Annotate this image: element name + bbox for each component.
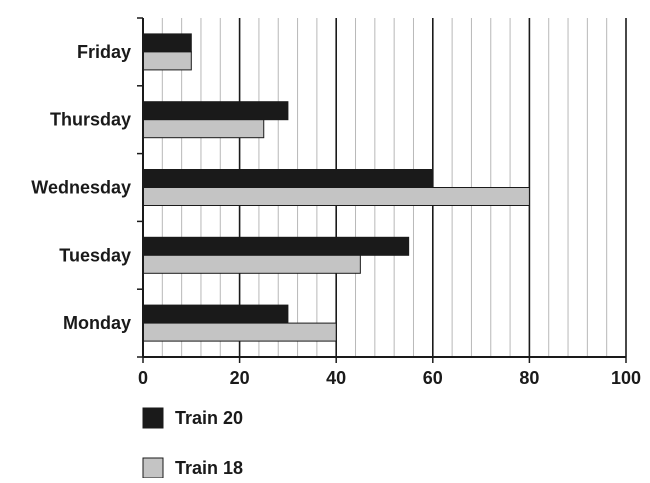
bar-train-18-tuesday bbox=[142, 254, 361, 274]
labels: Friday Thursday Wednesday Tuesday Monday 0 20 4… bbox=[31, 42, 641, 388]
bar-train-20-thursday bbox=[142, 101, 289, 121]
bar-train-20-friday bbox=[142, 33, 192, 53]
category-label-tuesday: Tuesday bbox=[59, 245, 131, 265]
category-label-wednesday: Wednesday bbox=[31, 178, 131, 198]
bar-train-18-monday bbox=[142, 322, 337, 342]
legend-swatch-train-20 bbox=[142, 407, 164, 429]
bar-train-18-wednesday bbox=[142, 187, 530, 206]
x-tick-label-40: 40 bbox=[326, 368, 346, 388]
category-label-friday: Friday bbox=[77, 42, 131, 62]
category-label-thursday: Thursday bbox=[50, 110, 131, 130]
x-tick-label-100: 100 bbox=[611, 368, 641, 388]
bar-train-18-friday bbox=[142, 51, 192, 71]
legend: Train 20 Train 18 bbox=[142, 407, 243, 479]
x-tick-label-80: 80 bbox=[519, 368, 539, 388]
x-tick-label-20: 20 bbox=[230, 368, 250, 388]
legend-swatch-train-18 bbox=[142, 457, 164, 479]
x-tick-label-0: 0 bbox=[138, 368, 148, 388]
bar-train-20-monday bbox=[142, 304, 289, 324]
legend-label-train-18: Train 18 bbox=[175, 458, 243, 478]
bar-train-18-thursday bbox=[142, 119, 265, 139]
category-label-monday: Monday bbox=[63, 313, 131, 333]
x-tick-label-60: 60 bbox=[423, 368, 443, 388]
axes bbox=[137, 17, 627, 363]
bar-train-20-wednesday bbox=[142, 169, 434, 188]
bar-train-20-tuesday bbox=[142, 236, 410, 256]
legend-label-train-20: Train 20 bbox=[175, 408, 243, 428]
